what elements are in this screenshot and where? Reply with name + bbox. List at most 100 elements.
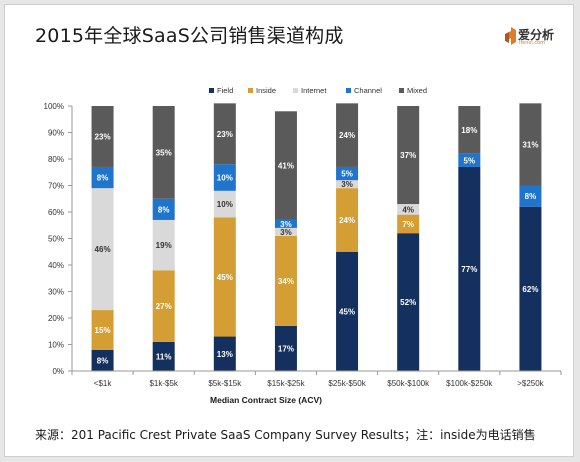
bar-channel [213, 164, 236, 191]
brand-tagline: ifenxi.com [519, 40, 546, 46]
legend-label: Mixed [407, 86, 427, 95]
brand-name: 爱分析 [518, 28, 555, 42]
bar-channel [519, 185, 542, 207]
bar-mixed [397, 106, 420, 205]
data-label: 11% [156, 352, 172, 361]
chart-card: 2015年全球SaaS公司销售渠道构成 爱分析 ifenxi.com Field… [4, 4, 574, 457]
y-axis: 0% 10% 20% 30% 40% 50% 60% 70% 80% 90% 100% [44, 102, 73, 376]
bar-series: 8% 15% 46% 8% 23% 11% 27% 19% 8% 35% 13% 45% 10% 10% 2… [91, 103, 542, 371]
bar-inside [91, 310, 114, 350]
bar-field [458, 166, 481, 371]
x-tick-label: $15k-$25k [267, 379, 305, 388]
data-label: 7% [402, 220, 414, 229]
data-label: 8% [525, 192, 537, 201]
source-note: 来源：201 Pacific Crest Private SaaS Compan… [35, 428, 536, 442]
data-label: 46% [95, 245, 111, 254]
data-label: 5% [464, 156, 476, 165]
bar-inside [152, 270, 175, 342]
data-label: 27% [156, 302, 172, 311]
data-label: 3% [341, 180, 353, 189]
y-tick-label: 60% [48, 208, 64, 217]
y-tick-label: 100% [44, 102, 64, 111]
bar-field [91, 349, 114, 371]
y-tick-label: 40% [48, 261, 64, 270]
bar-mixed [213, 103, 236, 165]
data-label: 35% [156, 148, 172, 157]
y-tick-label: 90% [48, 129, 64, 138]
bar-internet [397, 204, 420, 215]
data-label: 77% [461, 265, 477, 274]
data-label: 8% [158, 205, 170, 214]
data-label: 24% [339, 216, 355, 225]
bar-internet [213, 190, 236, 218]
bar-field [274, 325, 297, 371]
data-label: 8% [97, 174, 109, 183]
y-tick-label: 20% [48, 314, 64, 323]
legend-label: Internet [301, 86, 327, 95]
bar-mixed [152, 106, 175, 199]
bar-inside [213, 217, 236, 337]
data-label: 37% [400, 151, 416, 160]
bar-field [336, 251, 359, 371]
bar-channel [152, 198, 175, 220]
data-label: 41% [278, 162, 294, 171]
data-label: 45% [217, 273, 233, 282]
x-tick-label: $50k-$100k [387, 379, 430, 388]
x-axis: <$1k $1k-$5k $5k-$15k $15k-$25k $25k-$50k $50… [71, 370, 562, 388]
legend-label: Inside [256, 86, 276, 95]
bar-inside [274, 235, 297, 326]
bar-inside [336, 188, 359, 252]
x-axis-label: Median Contract Size (ACV) [210, 395, 322, 405]
data-label: 52% [400, 298, 416, 307]
bar-internet [152, 219, 175, 271]
y-tick-label: 70% [48, 182, 64, 191]
x-tick-label: $100k-$250k [446, 379, 493, 388]
data-label: 45% [339, 307, 355, 316]
bar-field [152, 341, 175, 371]
chart-legend: Field Inside Internet Channel Mixed [209, 86, 427, 95]
data-label: 31% [522, 140, 538, 149]
bar-field [397, 233, 420, 371]
data-label: 19% [156, 241, 172, 250]
data-label: 17% [278, 344, 294, 353]
y-tick-label: 10% [48, 341, 64, 350]
bar-channel [336, 166, 359, 181]
data-label: 4% [402, 205, 414, 214]
page-title: 2015年全球SaaS公司销售渠道构成 [35, 25, 344, 47]
bar-mixed [274, 111, 297, 220]
bar-channel [274, 219, 297, 228]
legend-swatch [346, 88, 351, 93]
data-label: 62% [522, 285, 538, 294]
ifenxi-logo-icon [505, 27, 516, 45]
bar-channel [458, 153, 481, 167]
data-label: 3% [280, 228, 292, 237]
bar-mixed [519, 103, 542, 186]
y-tick-label: 50% [48, 235, 64, 244]
legend-label: Channel [354, 86, 382, 95]
bar-internet [336, 180, 359, 189]
data-label: 34% [278, 277, 294, 286]
bar-mixed [458, 106, 481, 154]
x-tick-label: $5k-$15k [208, 379, 242, 388]
bar-channel [91, 166, 114, 189]
bar-inside [397, 214, 420, 234]
data-label: 23% [217, 130, 233, 139]
x-tick-label: >$250k [517, 379, 544, 388]
data-label: 3% [280, 220, 292, 229]
bar-mixed [336, 103, 359, 167]
bar-internet [274, 227, 297, 236]
bar-field [519, 206, 542, 371]
bar-internet [91, 188, 114, 311]
legend-label: Field [217, 86, 233, 95]
y-tick-label: 30% [48, 288, 64, 297]
y-tick-label: 80% [48, 155, 64, 164]
data-label: 18% [461, 126, 477, 135]
data-label: 13% [217, 350, 233, 359]
y-tick-label: 0% [52, 367, 64, 376]
legend-swatch [293, 88, 298, 93]
data-label: 15% [95, 326, 111, 335]
legend-swatch [209, 88, 214, 93]
data-label: 23% [95, 132, 111, 141]
data-label: 10% [217, 200, 233, 209]
brand-logo: 爱分析 ifenxi.com [505, 25, 565, 49]
